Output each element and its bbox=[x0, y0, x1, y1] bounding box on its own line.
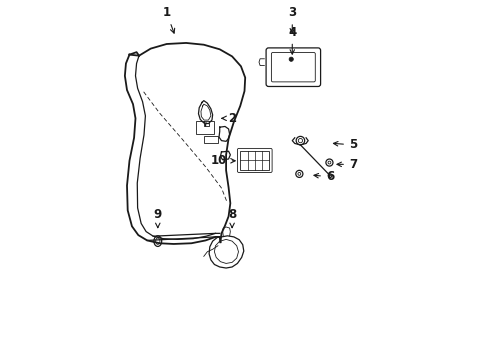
Circle shape bbox=[288, 57, 293, 61]
Bar bbox=[240, 151, 269, 170]
Text: 1: 1 bbox=[162, 6, 174, 33]
Bar bbox=[195, 121, 214, 134]
Text: 9: 9 bbox=[153, 208, 162, 228]
Text: 8: 8 bbox=[227, 208, 236, 228]
Text: 2: 2 bbox=[222, 112, 236, 125]
Text: 4: 4 bbox=[287, 26, 296, 54]
Text: 6: 6 bbox=[313, 170, 333, 183]
Text: 5: 5 bbox=[333, 138, 356, 151]
Text: 7: 7 bbox=[336, 158, 356, 171]
Text: 10: 10 bbox=[210, 154, 235, 167]
Text: 3: 3 bbox=[287, 6, 296, 33]
Bar bbox=[203, 136, 218, 143]
